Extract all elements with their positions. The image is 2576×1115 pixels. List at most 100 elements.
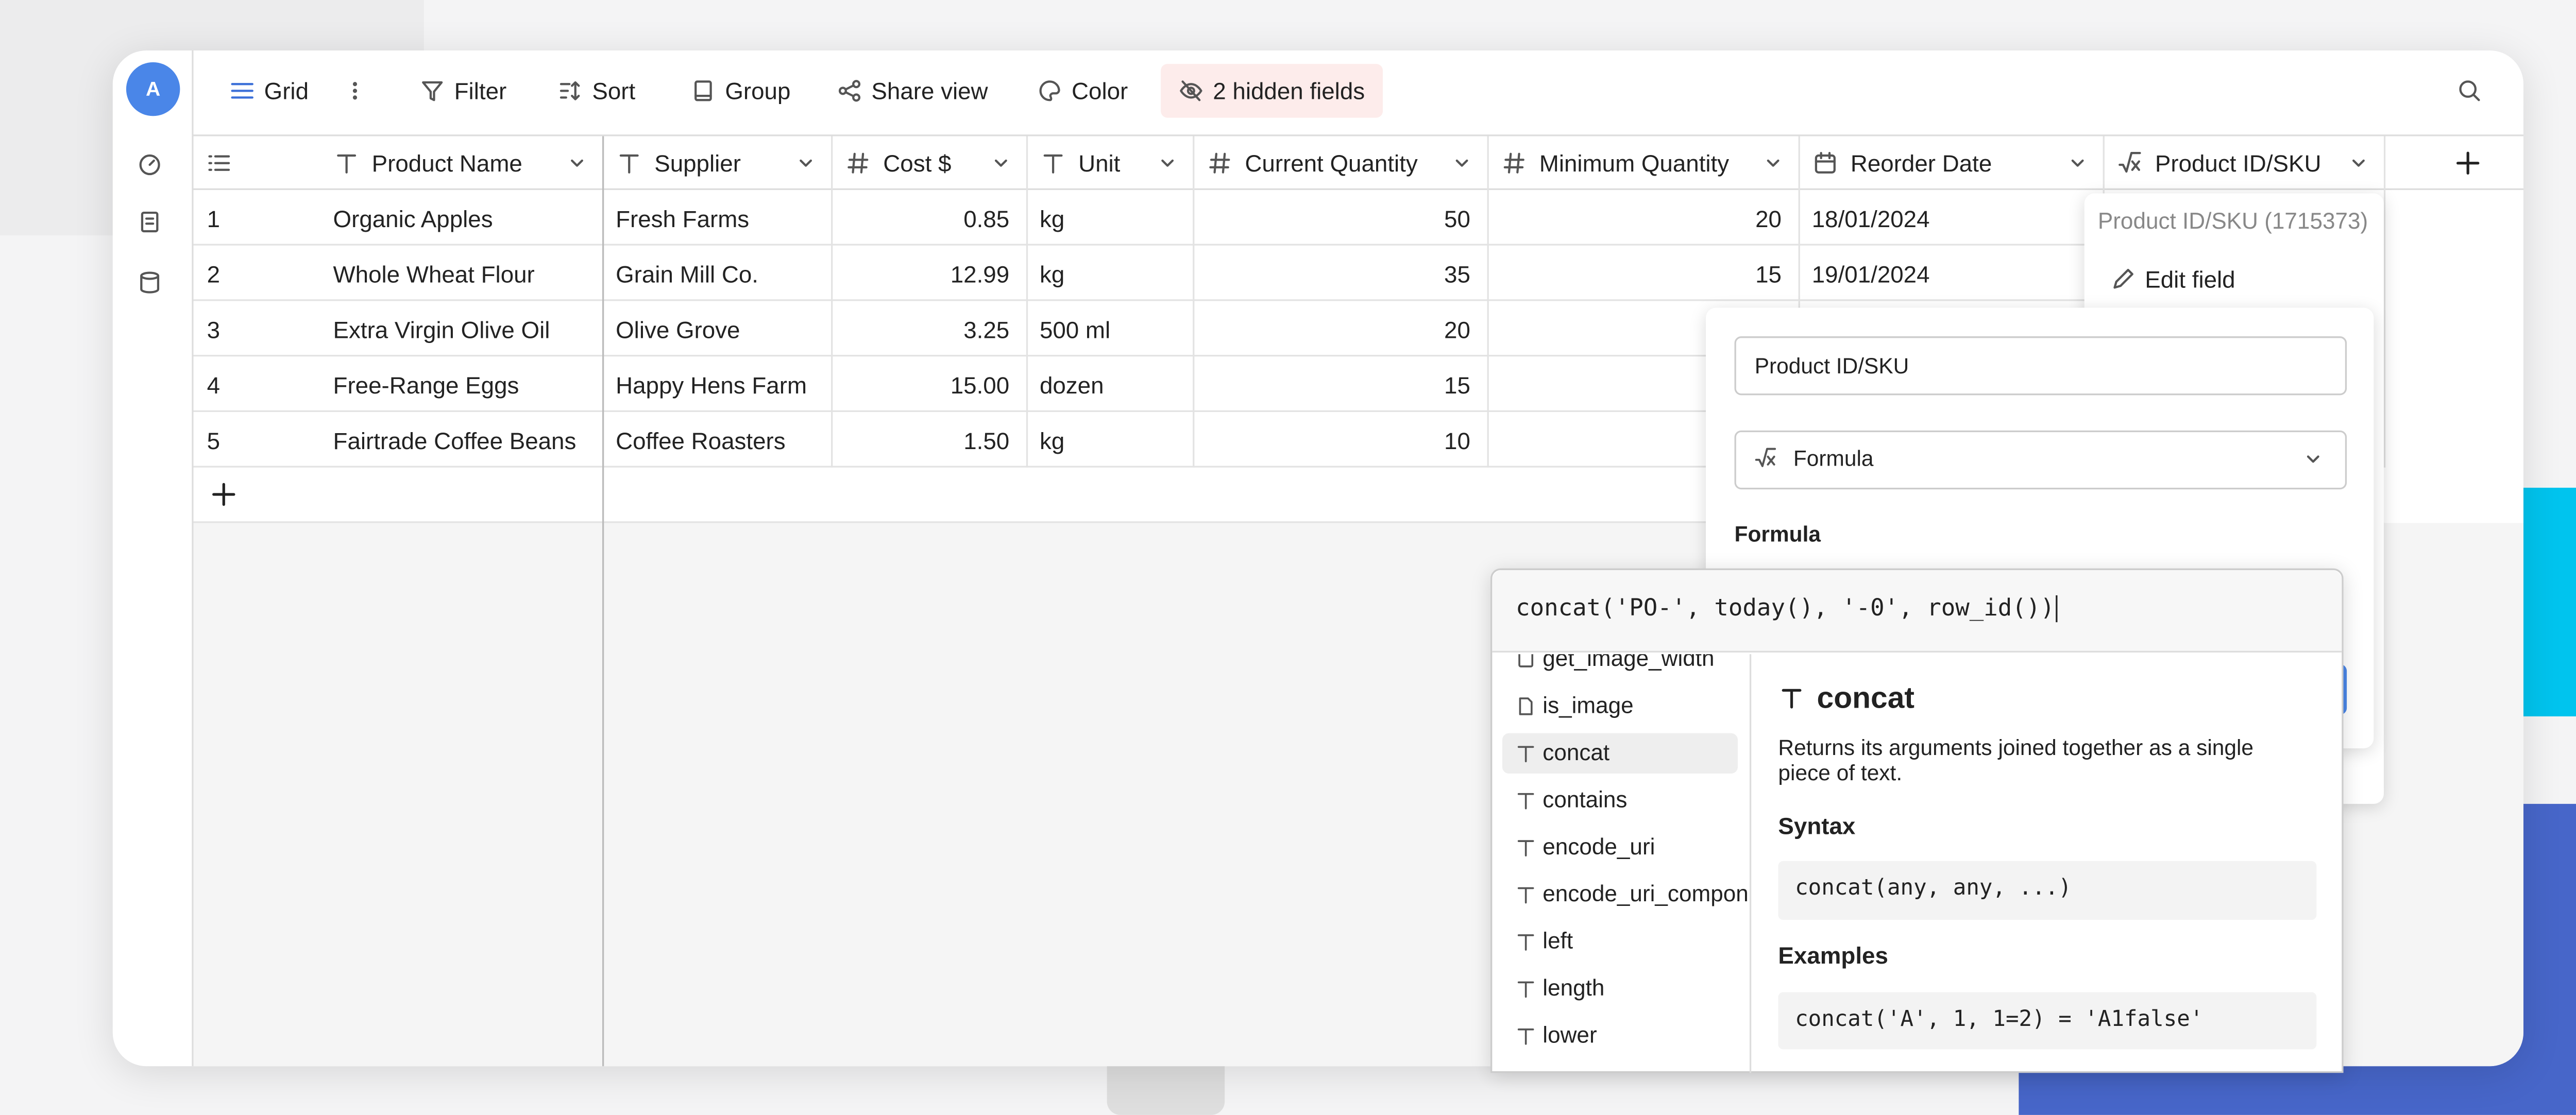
- sidebar-database: [140, 271, 160, 294]
- column-header[interactable]: Reorder Date: [1850, 149, 1992, 177]
- name-input[interactable]: [1734, 336, 2347, 396]
- menu-item[interactable]: Edit field: [2145, 265, 2235, 293]
- column-menu: [2071, 159, 2084, 167]
- function-item[interactable]: encode_uri_component: [1543, 881, 1748, 907]
- cell: Extra Virgin Olive Oil: [333, 316, 550, 344]
- sidebar-border: [192, 50, 194, 1067]
- column-header[interactable]: Supplier: [654, 149, 741, 177]
- col-line: [1487, 136, 1489, 468]
- syntax-box: [1778, 861, 2317, 920]
- cell: kg: [1039, 427, 1065, 454]
- row-line: [193, 299, 2384, 301]
- cell: 15.00: [950, 371, 1010, 399]
- cell: 2: [207, 261, 221, 288]
- cell: 10: [1444, 427, 1470, 454]
- type-select[interactable]: [1734, 430, 2347, 490]
- toolbar-button[interactable]: Group: [725, 77, 791, 105]
- toolbar-button[interactable]: 2 hidden fields: [1213, 77, 1365, 105]
- formula-input[interactable]: [1492, 570, 2342, 653]
- col-line: [602, 136, 604, 1067]
- toolbar-button[interactable]: Color: [1072, 77, 1128, 105]
- column-header[interactable]: Minimum Quantity: [1539, 149, 1730, 177]
- list-divider: [1749, 654, 1752, 1073]
- formula-input-text[interactable]: concat('PO-', today(), '-0', row_id()): [1516, 595, 2058, 623]
- column-type-icon: [1503, 152, 1524, 174]
- type-chevron: [2307, 455, 2319, 463]
- toolbar-icon: [422, 81, 443, 101]
- cell: Free-Range Eggs: [333, 371, 519, 399]
- row-line: [193, 521, 2384, 523]
- cell: 500 ml: [1039, 316, 1111, 344]
- column-header[interactable]: Product Name: [371, 149, 522, 177]
- toolbar-icon: [560, 81, 580, 100]
- function-item[interactable]: encode_uri: [1543, 834, 1655, 860]
- column-menu: [800, 159, 812, 167]
- column-menu: [2352, 159, 2365, 167]
- name-input-text[interactable]: Product ID/SKU: [1754, 353, 1909, 379]
- column-type-icon: [337, 154, 357, 174]
- cell: 19/01/2024: [1811, 261, 1930, 288]
- type-select-text[interactable]: Formula: [1793, 445, 1874, 471]
- column-header[interactable]: Current Quantity: [1245, 149, 1418, 177]
- view-name[interactable]: Grid: [264, 77, 309, 105]
- cell: Fairtrade Coffee Beans: [333, 427, 577, 454]
- cell: Olive Grove: [616, 316, 740, 344]
- toolbar-icon: [1039, 80, 1060, 101]
- function-item[interactable]: concat: [1543, 740, 1610, 765]
- cell: Organic Apples: [333, 205, 493, 232]
- function-item[interactable]: length: [1543, 975, 1605, 1001]
- cell: 5: [207, 427, 221, 454]
- sidebar-pages: [141, 211, 159, 233]
- column-menu: [1767, 159, 1780, 167]
- column-header[interactable]: Unit: [1078, 149, 1121, 177]
- column-header[interactable]: Product ID/SKU: [2155, 149, 2321, 177]
- doc-title-icon: [1782, 689, 1802, 709]
- cell: 18/01/2024: [1811, 205, 1930, 232]
- row-id-icon: [208, 155, 230, 171]
- column-type-icon: [1209, 152, 1230, 174]
- row-line: [193, 410, 2384, 413]
- column-type-icon: [2119, 152, 2141, 173]
- toolbar-button[interactable]: Share view: [871, 77, 988, 105]
- row-line: [193, 354, 2384, 357]
- column-menu: [1161, 159, 1174, 167]
- function-icon: [1517, 934, 1534, 951]
- cell: 20: [1755, 205, 1782, 232]
- cell: 4: [207, 371, 221, 399]
- toolbar-icon: [838, 80, 861, 102]
- col-line: [2383, 136, 2386, 468]
- function-icon: [1517, 981, 1534, 998]
- bg-cyan: [2523, 487, 2576, 717]
- cell: 1.50: [963, 427, 1010, 454]
- edit-icon: [2113, 268, 2133, 289]
- toolbar-button[interactable]: Filter: [454, 77, 507, 105]
- column-type-icon: [1815, 152, 1836, 174]
- toolbar-icon: [1180, 80, 1202, 101]
- cell: 50: [1444, 205, 1470, 232]
- function-item[interactable]: contains: [1543, 787, 1628, 813]
- search-icon: [2459, 80, 2480, 101]
- column-header[interactable]: Cost $: [883, 149, 952, 177]
- col-line: [1193, 136, 1195, 468]
- column-menu: [1455, 159, 1468, 167]
- avatar[interactable]: A: [126, 62, 180, 116]
- cell: 20: [1444, 316, 1470, 344]
- toolbar-button[interactable]: Sort: [592, 77, 636, 105]
- function-item[interactable]: get_image_width: [1543, 654, 1715, 671]
- function-item[interactable]: is_image: [1543, 693, 1634, 718]
- divider: [193, 134, 2523, 136]
- example-code: concat('A', 1, 1=2) = 'A1false': [1795, 1007, 2204, 1033]
- function-item[interactable]: left: [1543, 928, 1573, 954]
- more-icon: [352, 82, 358, 100]
- hidden-fields-button[interactable]: [1161, 64, 1383, 118]
- header-row: [193, 136, 2523, 190]
- column-menu: [994, 159, 1007, 167]
- function-icon: [1517, 887, 1534, 904]
- function-item[interactable]: lower: [1543, 1022, 1597, 1048]
- example-box: [1778, 992, 2317, 1050]
- cell: 3.25: [963, 316, 1010, 344]
- cell: dozen: [1039, 371, 1104, 399]
- function-icon: [1518, 654, 1534, 667]
